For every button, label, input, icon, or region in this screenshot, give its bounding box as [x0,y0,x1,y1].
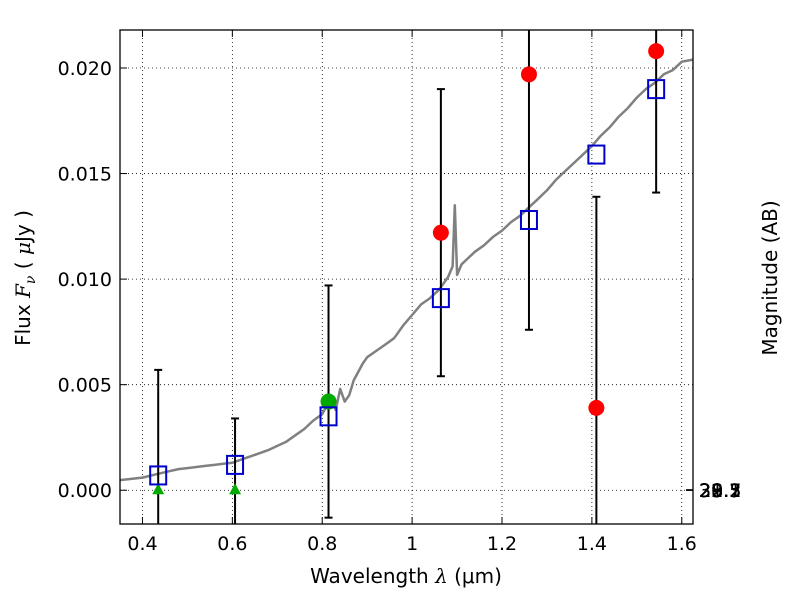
mag-tick-label: 28.3 [699,480,741,502]
mag-tick-label: 30.5 [699,480,741,502]
error-bar [231,417,240,524]
upper-limit-marker [152,483,165,495]
x-tick-label: 0.6 [217,533,247,555]
error-bar [154,368,163,524]
model-photometry-square [149,465,168,486]
error-bar [592,195,601,524]
plot-frame [119,29,694,525]
red-data-point [648,43,665,60]
mag-tick-label: 28.7 [699,480,741,502]
x-tick-label: 0.8 [307,533,337,555]
mag-tick-label: 29.5 [699,480,741,502]
mag-tick-label: 30 [699,480,723,502]
model-photometry-square [226,454,245,475]
green-data-point [320,393,337,410]
x-tick-label: 1.2 [487,533,517,555]
red-data-point [520,66,537,83]
y-tick-label: 0.015 [58,164,112,186]
model-sed-line [119,58,694,482]
x-axis-label: Wavelength λ (μm) [310,564,502,588]
red-data-point [588,399,605,416]
x-tick-label: 1 [406,533,418,555]
y-axis-label: Flux Fν ( μJy ) [11,210,39,346]
x-tick-label: 1.4 [577,533,607,555]
mag-tick-label: 31 [699,480,723,502]
data-markers [149,43,666,495]
error-bars [154,30,661,524]
model-photometry-square [431,288,450,309]
x-tick-label: 0.4 [127,533,157,555]
y-tick-label: 0.010 [58,269,112,291]
model-photometry-square [319,406,338,427]
y-tick-label: 0.020 [58,58,112,80]
x-tick-label: 1.6 [667,533,697,555]
model-photometry-square [587,144,606,165]
axis-ticks [120,30,693,524]
model-photometry-square [519,210,538,230]
model-sed-layer [119,58,694,482]
model-photometry-square [647,79,666,100]
mag-tick-label: 28.1 [699,480,741,502]
y-tick-labels: 0.000 0.005 0.010 0.015 0.020 [58,58,112,502]
y-tick-label: 0.005 [58,375,112,397]
mag-tick-label: 28.5 [699,480,741,502]
mag-tick-label: 29 [699,480,723,502]
y-tick-label: 0.000 [58,480,112,502]
y2-axis-label: Magnitude (AB) [758,200,782,355]
upper-limit-marker [229,483,242,495]
mag-tick-label: 29.2 [699,480,741,502]
red-data-point [432,224,449,241]
grid-lines [120,30,693,524]
mag-tick-label: 32 [699,480,723,502]
x-tick-labels: 0.4 0.6 0.8 1 1.2 1.4 1.6 [127,533,697,555]
